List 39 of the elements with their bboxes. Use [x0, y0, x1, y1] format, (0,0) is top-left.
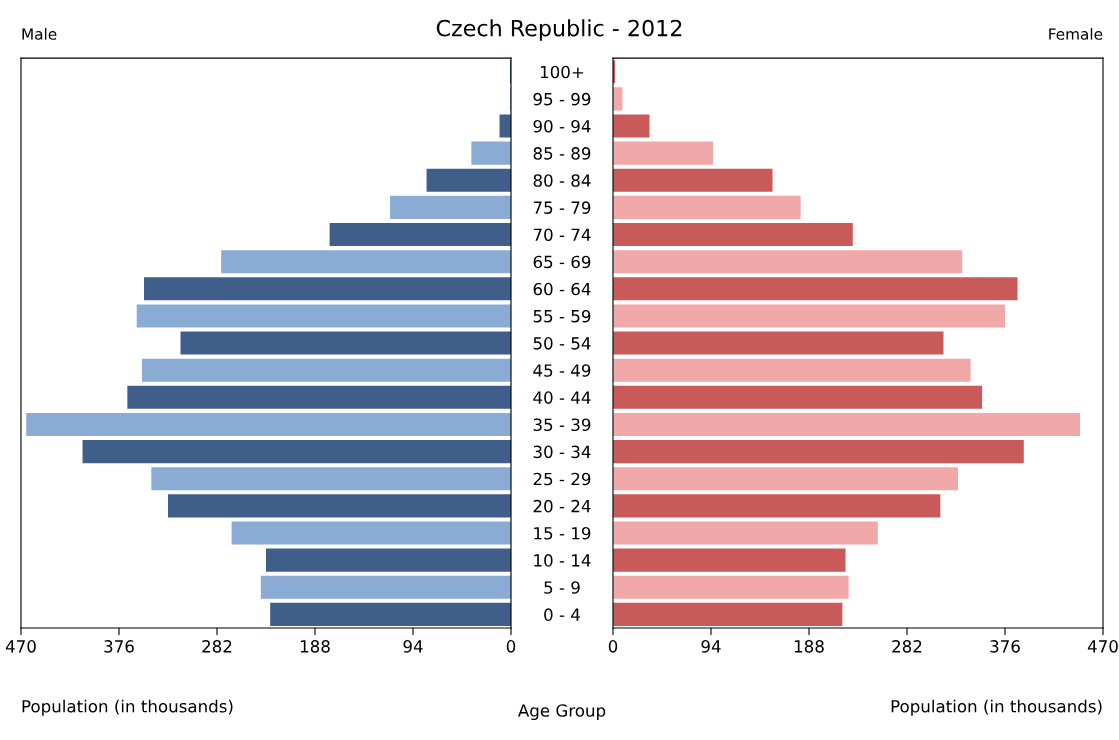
y-tick-label: 70 - 74 [533, 228, 591, 242]
y-tick-label: 90 - 94 [533, 119, 591, 133]
y-axis-title: Age Group [518, 704, 606, 721]
y-tick-label: 35 - 39 [533, 418, 591, 432]
y-tick-label: 75 - 79 [533, 201, 591, 214]
x-axis-title: Population (in thousands) [891, 699, 1102, 716]
x-tick-label: 376 [990, 640, 1020, 653]
y-tick-label: 80 - 84 [533, 174, 591, 187]
x-tick-label: 94 [403, 640, 423, 653]
x-tick-label: 470 [1087, 640, 1118, 653]
y-tick-label: 65 - 69 [533, 255, 591, 269]
x-tick-label: 188 [300, 640, 330, 653]
x-tick-label: 0 [506, 640, 516, 653]
y-tick-label: 30 - 34 [533, 445, 591, 459]
y-tick-label: 40 - 44 [533, 391, 591, 404]
y-tick-label: 45 - 49 [533, 364, 591, 377]
chart-title: Female [1049, 27, 1103, 40]
text: Czech Republic - 2012 [436, 19, 682, 41]
x-tick-label: 0 [608, 640, 618, 653]
y-tick-label: 15 - 19 [534, 526, 591, 540]
x-axis-title: Population (in thousands) [22, 699, 233, 716]
chart-title: Male [22, 27, 57, 40]
y-tick-label: 10 - 14 [534, 554, 591, 567]
y-tick-label: 0 - 4 [544, 608, 580, 621]
x-tick-label: 470 [5, 640, 36, 653]
y-tick-label: 50 - 54 [533, 337, 591, 350]
x-tick-label: 188 [794, 640, 824, 653]
y-tick-label: 100+ [540, 65, 584, 79]
y-tick-label: 95 - 99 [533, 92, 591, 106]
x-tick-label: 376 [104, 640, 134, 653]
x-tick-label: 282 [202, 640, 232, 653]
y-tick-label: 55 - 59 [533, 309, 591, 323]
y-tick-label: 85 - 89 [533, 147, 591, 160]
y-tick-label: 20 - 24 [533, 499, 591, 513]
y-tick-label: 60 - 64 [533, 282, 591, 296]
x-tick-label: 282 [892, 640, 922, 653]
x-tick-label: 94 [701, 640, 721, 653]
y-tick-label: 5 - 9 [544, 581, 580, 594]
y-tick-label: 25 - 29 [533, 472, 591, 486]
